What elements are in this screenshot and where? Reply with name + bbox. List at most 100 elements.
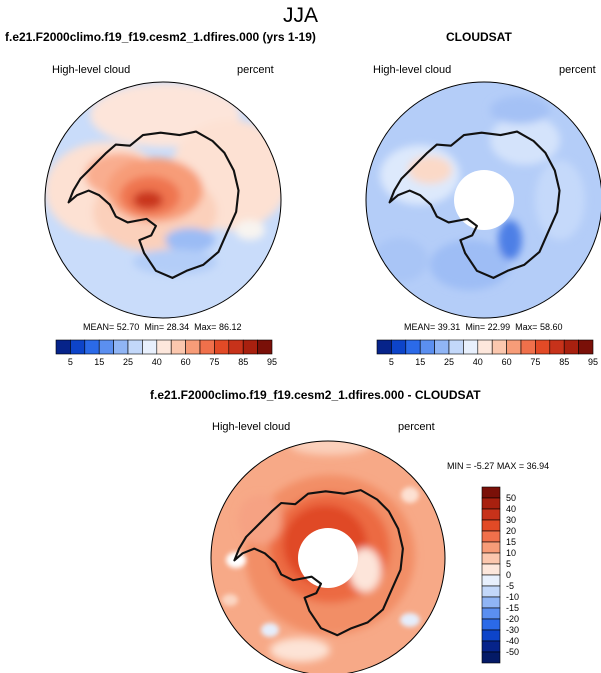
panel2-variable-label: High-level cloud [373,64,452,76]
panel3-variable-label: High-level cloud [212,421,291,433]
panel3-colorbar-tick-label: 30 [506,515,516,525]
panel2-max-value: 58.60 [539,322,563,332]
panel3-colorbar-tick-label: 20 [506,526,516,536]
panel2-stats: MEAN= 39.31 Min= 22.99 Max= 58.60 [404,322,562,332]
panel2-colorbar-tick-label: 40 [473,357,483,367]
panel2-colorbar-swatch [506,339,522,355]
panel1-colorbar-swatch [156,339,172,355]
panel3-colorbar-swatch [481,563,501,576]
panel1-colorbar-swatch [257,339,273,355]
panel2-colorbar-swatch [563,339,579,355]
panel1-colorbar-swatch [127,339,143,355]
panel2-colorbar-swatch [549,339,565,355]
panel3-colorbar-swatch [481,596,501,609]
panel3-colorbar-swatch [481,497,501,510]
panel3-colorbar-swatch [481,629,501,642]
panel3-colorbar-tick-label: 5 [506,559,511,569]
panel1-stats: MEAN= 52.70 Min= 28.34 Max= 86.12 [83,322,241,332]
panel1-colorbar-swatch [185,339,201,355]
panel3-colorbar-tick-label: 40 [506,504,516,514]
panel2-colorbar-swatch [535,339,551,355]
panel1-colorbar-swatch [199,339,215,355]
panel2-colorbar-tick-label: 60 [502,357,512,367]
panel2-title: CLOUDSAT [446,30,512,44]
panel1-variable-label: High-level cloud [52,64,131,76]
panel3-title: f.e21.F2000climo.f19_f19.cesm2_1.dfires.… [150,388,481,402]
panel3-colorbar-tick-label: -30 [506,625,519,635]
panel2-map [365,81,601,319]
panel1-colorbar-swatch [84,339,100,355]
panel1-colorbar-swatch [98,339,114,355]
panel2-colorbar-swatch [477,339,493,355]
panel3-colorbar-tick-label: 50 [506,493,516,503]
panel1-colorbar-tick-label: 5 [68,357,73,367]
panel1-colorbar-swatch [228,339,244,355]
panel1-max-value: 86.12 [218,322,242,332]
panel2-colorbar-tick-label: 25 [444,357,454,367]
panel3-colorbar-tick-label: 0 [506,570,511,580]
panel1-mean-value: 52.70 [116,322,140,332]
panel3-colorbar-tick-label: 10 [506,548,516,558]
panel2-colorbar-swatch [463,339,479,355]
panel1-colorbar-tick-label: 95 [267,357,277,367]
panel1-units-label: percent [237,64,274,76]
panel1-colorbar-swatch [70,339,86,355]
panel3-colorbar-swatch [481,640,501,653]
panel2-colorbar-tick-label: 5 [389,357,394,367]
panel3-colorbar-tick-label: -50 [506,647,519,657]
panel3-min-label: MIN = [447,461,472,471]
panel3-colorbar-swatch [481,618,501,631]
panel1-colorbar-swatch [214,339,230,355]
panel3-colorbar-tick-label: -5 [506,581,514,591]
panel2-colorbar-swatch [520,339,536,355]
panel3-colorbar-swatch [481,585,501,598]
panel1-colorbar-swatch [242,339,258,355]
panel2-colorbar-swatch [405,339,421,355]
panel3-colorbar-swatch [481,530,501,543]
panel1-max-label: Max= [194,322,217,332]
panel3-max-value: 36.94 [526,461,550,471]
panel1-colorbar-swatch [142,339,158,355]
panel2-min-value: 22.99 [487,322,511,332]
panel3-max-label: MAX = [496,461,525,471]
panel3-colorbar-tick-label: -15 [506,603,519,613]
panel3-min-value: -5.27 [473,461,495,471]
panel2-colorbar-swatch [391,339,407,355]
panel2-colorbar-swatch [434,339,450,355]
panel1-colorbar-tick-label: 60 [181,357,191,367]
panel3-units-label: percent [398,421,435,433]
panel1-colorbar-swatch [55,339,71,355]
panel2-colorbar-tick-label: 75 [530,357,540,367]
panel3-colorbar-swatch [481,574,501,587]
panel3-colorbar-tick-label: -40 [506,636,519,646]
panel3-colorbar-swatch [481,651,501,664]
panel1-mean-label: MEAN= [83,322,115,332]
panel2-colorbar-tick-label: 15 [415,357,425,367]
panel1-colorbar-swatch [113,339,129,355]
panel1-title: f.e21.F2000climo.f19_f19.cesm2_1.dfires.… [5,30,316,44]
panel2-colorbar-swatch [419,339,435,355]
panel3-stats: MIN = -5.27 MAX = 36.94 [447,461,549,471]
panel3-colorbar-tick-label: 15 [506,537,516,547]
panel2-colorbar-swatch [448,339,464,355]
panel1-min-label: Min= [144,322,165,332]
panel1-colorbar-swatch [170,339,186,355]
panel1-min-value: 28.34 [166,322,190,332]
panel2-colorbar-swatch [491,339,507,355]
panel3-colorbar-tick-label: -10 [506,592,519,602]
panel3-colorbar-swatch [481,508,501,521]
panel3-colorbar-swatch [481,519,501,532]
panel2-min-label: Min= [465,322,486,332]
panel2-colorbar-swatch [376,339,392,355]
panel3-colorbar-swatch [481,607,501,620]
panel2-mean-label: MEAN= [404,322,436,332]
panel2-colorbar-tick-label: 85 [559,357,569,367]
panel1-colorbar-tick-label: 75 [209,357,219,367]
panel1-colorbar-tick-label: 40 [152,357,162,367]
panel3-colorbar-tick-label: -20 [506,614,519,624]
panel1-colorbar-tick-label: 15 [94,357,104,367]
panel3-colorbar-swatch [481,552,501,565]
panel2-mean-value: 39.31 [437,322,461,332]
page-title: JJA [282,4,318,27]
